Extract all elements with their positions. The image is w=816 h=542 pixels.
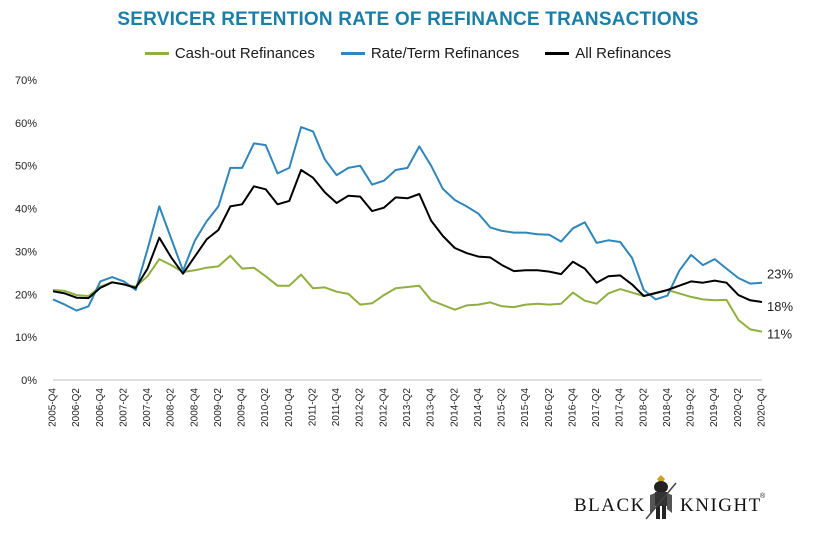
knight-icon [645, 475, 677, 520]
legend-item-all: All Refinances [545, 45, 671, 62]
series-line-all [52, 169, 763, 303]
logo-word-black: BLACK [574, 495, 646, 516]
x-tick-label: 2010-Q4 [284, 388, 295, 427]
x-tick-label: 2013-Q2 [402, 388, 413, 427]
x-tick-label: 2020-Q2 [733, 388, 744, 427]
x-tick-label: 2011-Q4 [331, 388, 342, 427]
x-tick-label: 2014-Q4 [473, 388, 484, 427]
x-tick-label: 2010-Q2 [260, 388, 271, 427]
x-tick-label: 2007-Q4 [142, 388, 153, 427]
x-tick-label: 2019-Q4 [709, 388, 720, 427]
end-label-all: 18% [767, 299, 793, 314]
x-tick-label: 2020-Q4 [757, 388, 768, 427]
legend-label-rateterm: Rate/Term Refinances [370, 45, 520, 62]
x-tick-label: 2017-Q2 [591, 388, 602, 427]
x-tick-label: 2009-Q4 [237, 388, 248, 427]
legend-label-all: All Refinances [575, 45, 672, 62]
x-tick-label: 2006-Q2 [71, 388, 82, 427]
x-tick-label: 2018-Q2 [638, 388, 649, 427]
x-tick-label: 2008-Q4 [189, 388, 200, 427]
end-label-rateterm: 23% [767, 267, 793, 282]
legend-item-rateterm: Rate/Term Refinances [340, 45, 520, 62]
x-tick-label: 2018-Q4 [662, 388, 673, 427]
y-tick-label: 10% [15, 332, 37, 344]
x-tick-label: 2019-Q2 [686, 388, 697, 427]
x-tick-label: 2013-Q4 [426, 388, 437, 427]
end-label-cashout: 11% [767, 327, 792, 342]
black-knight-logo: BLACK KNIGHT ® [574, 473, 774, 523]
x-tick-label: 2008-Q2 [166, 388, 177, 427]
legend-label-cashout: Cash-out Refinances [174, 45, 315, 62]
x-tick-label: 2015-Q4 [520, 388, 531, 427]
legend: Cash-out Refinances Rate/Term Refinances… [0, 45, 816, 62]
x-tick-label: 2012-Q2 [355, 388, 366, 427]
legend-swatch-cashout [144, 52, 169, 55]
y-tick-label: 30% [15, 246, 37, 258]
y-tick-label: 0% [21, 375, 37, 387]
x-tick-label: 2006-Q4 [95, 388, 106, 427]
series-line-rateterm [52, 126, 763, 312]
x-tick-label: 2015-Q2 [497, 388, 508, 427]
logo-trademark: ® [760, 493, 766, 500]
logo-word-knight: KNIGHT [680, 495, 762, 516]
x-tick-label: 2014-Q2 [449, 388, 460, 427]
x-tick-label: 2005-Q4 [48, 388, 59, 427]
x-tick-label: 2016-Q4 [567, 388, 578, 427]
x-tick-label: 2016-Q2 [544, 388, 555, 427]
y-tick-label: 20% [15, 289, 37, 301]
x-tick-label: 2007-Q2 [118, 388, 129, 427]
x-tick-label: 2012-Q4 [378, 388, 389, 427]
legend-swatch-all [545, 52, 570, 55]
y-tick-label: 40% [15, 204, 37, 216]
legend-swatch-rateterm [340, 52, 365, 55]
chart-title: SERVICER RETENTION RATE OF REFINANCE TRA… [117, 9, 699, 30]
y-tick-label: 60% [15, 118, 37, 130]
legend-item-cashout: Cash-out Refinances [144, 45, 315, 62]
y-tick-label: 70% [15, 75, 37, 87]
y-tick-label: 50% [15, 161, 37, 173]
x-tick-label: 2017-Q4 [615, 388, 626, 427]
x-tick-label: 2011-Q2 [307, 388, 318, 427]
x-tick-label: 2009-Q2 [213, 388, 224, 427]
